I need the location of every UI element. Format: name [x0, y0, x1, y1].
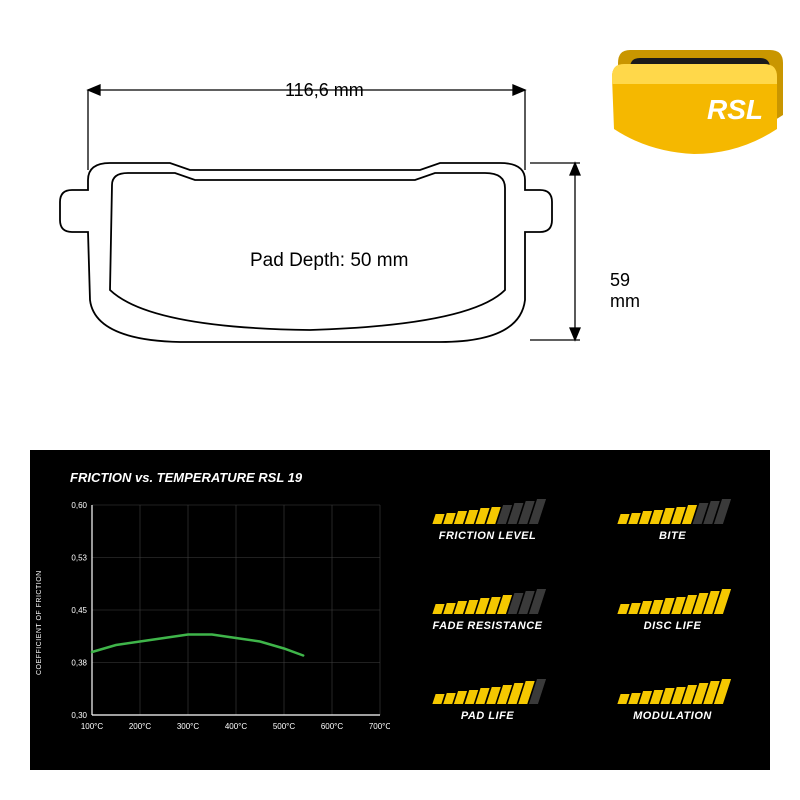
- svg-text:500°C: 500°C: [273, 722, 296, 731]
- rating-label: FADE RESISTANCE: [433, 620, 543, 632]
- rating-bar-segment: [432, 604, 444, 614]
- svg-text:0,53: 0,53: [71, 554, 87, 563]
- svg-text:0,38: 0,38: [71, 659, 87, 668]
- svg-text:100°C: 100°C: [81, 722, 104, 731]
- svg-text:0,60: 0,60: [71, 501, 87, 510]
- friction-chart: FRICTION vs. TEMPERATURE RSL 19 COEFFICI…: [30, 450, 400, 770]
- svg-text:700°C: 700°C: [369, 722, 390, 731]
- svg-text:0,30: 0,30: [71, 711, 87, 720]
- rating-disc-life: DISC LIFE: [590, 570, 755, 650]
- rating-bar-segment: [617, 514, 629, 524]
- rating-bars: [619, 588, 727, 614]
- rating-bars: [434, 498, 542, 524]
- rating-bar-segment: [617, 694, 629, 704]
- rating-bars: [434, 678, 542, 704]
- pad-depth-label: Pad Depth: 50 mm: [250, 250, 408, 272]
- product-hero-image: RSL: [595, 20, 795, 170]
- svg-text:0,45: 0,45: [71, 606, 87, 615]
- rating-label: FRICTION LEVEL: [439, 530, 536, 542]
- svg-text:200°C: 200°C: [129, 722, 152, 731]
- rating-friction-level: FRICTION LEVEL: [405, 480, 570, 560]
- brand-text: RSL: [707, 94, 763, 125]
- rating-label: MODULATION: [633, 710, 712, 722]
- chart-svg: 0,60 0,53 0,45 0,38 0,30 100°C 200°C 300°C 400°C…: [60, 500, 390, 740]
- chart-title: FRICTION vs. TEMPERATURE RSL 19: [70, 470, 390, 485]
- width-dimension: 116,6 mm: [285, 80, 364, 101]
- brake-pad-diagram: 116,6 mm 59 mm Pad Depth: 50 mm: [40, 40, 600, 420]
- rating-bars: [619, 498, 727, 524]
- height-dimension: 59 mm: [610, 270, 640, 312]
- svg-text:400°C: 400°C: [225, 722, 248, 731]
- rating-fade-resistance: FADE RESISTANCE: [405, 570, 570, 650]
- rating-pad-life: PAD LIFE: [405, 660, 570, 740]
- y-axis-label: COEFFICIENT OF FRICTION: [36, 570, 43, 675]
- svg-text:600°C: 600°C: [321, 722, 344, 731]
- svg-text:300°C: 300°C: [177, 722, 200, 731]
- ratings-grid: FRICTION LEVEL BITE FADE RESISTANCE DISC LI…: [400, 450, 770, 770]
- rating-bite: BITE: [590, 480, 755, 560]
- rating-label: DISC LIFE: [644, 620, 702, 632]
- performance-panel: FRICTION vs. TEMPERATURE RSL 19 COEFFICI…: [30, 450, 770, 770]
- rating-label: BITE: [659, 530, 686, 542]
- rating-bars: [619, 678, 727, 704]
- rating-bar-segment: [432, 694, 444, 704]
- rating-bar-segment: [617, 604, 629, 614]
- rating-bars: [434, 588, 542, 614]
- rating-label: PAD LIFE: [461, 710, 514, 722]
- rating-modulation: MODULATION: [590, 660, 755, 740]
- top-section: 116,6 mm 59 mm Pad Depth: 50 mm RSL: [0, 0, 800, 440]
- rating-bar-segment: [432, 514, 444, 524]
